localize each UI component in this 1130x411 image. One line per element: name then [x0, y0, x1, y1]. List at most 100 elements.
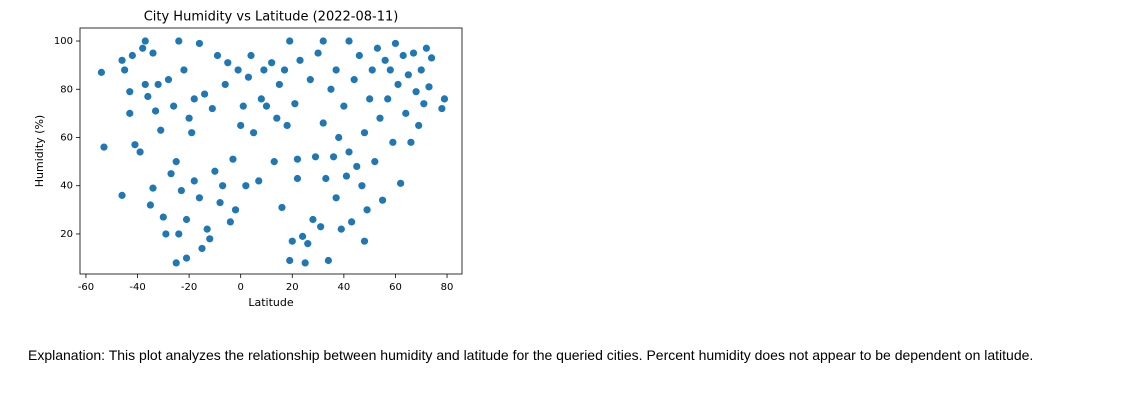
chart-title: City Humidity vs Latitude (2022-08-11)	[144, 10, 399, 25]
point	[286, 256, 294, 265]
point	[422, 44, 431, 52]
point	[409, 49, 418, 57]
point	[128, 51, 136, 60]
point	[234, 66, 242, 74]
point	[440, 95, 449, 103]
point	[182, 215, 191, 224]
point	[425, 83, 433, 91]
point	[350, 76, 358, 84]
point	[322, 174, 330, 183]
point	[164, 76, 173, 84]
point	[329, 153, 338, 161]
point	[244, 73, 253, 81]
point	[345, 37, 353, 45]
point	[175, 37, 183, 45]
point	[288, 237, 296, 245]
point	[229, 155, 237, 163]
point	[195, 39, 204, 48]
point	[203, 225, 211, 233]
point	[260, 66, 268, 74]
point	[208, 104, 216, 113]
point	[144, 92, 152, 101]
point	[154, 80, 162, 89]
point	[332, 194, 340, 202]
point	[182, 254, 191, 262]
point	[291, 100, 299, 108]
point	[219, 182, 227, 190]
chart: City Humidity vs Latitude (2022-08-11) L…	[33, 10, 463, 309]
point	[337, 225, 345, 233]
point	[415, 121, 423, 130]
point	[242, 182, 250, 190]
point	[141, 80, 149, 89]
point	[340, 102, 348, 110]
point	[149, 49, 157, 57]
point	[296, 56, 304, 64]
point	[397, 179, 405, 187]
point	[381, 56, 389, 64]
point	[420, 100, 428, 108]
point	[402, 109, 410, 117]
point	[376, 114, 384, 122]
point	[293, 174, 302, 183]
x-tick-label: -60	[78, 282, 94, 293]
point	[306, 76, 314, 84]
point	[149, 184, 157, 192]
point	[319, 119, 327, 127]
point	[195, 194, 204, 202]
x-tick-label: 80	[441, 282, 454, 293]
point	[373, 44, 381, 52]
point	[278, 203, 286, 212]
point	[268, 59, 276, 67]
point	[146, 201, 155, 209]
point	[394, 80, 402, 89]
point	[427, 54, 436, 62]
point	[311, 153, 320, 161]
point	[216, 199, 224, 207]
point	[211, 167, 219, 175]
point	[355, 51, 363, 60]
point	[157, 126, 165, 134]
point	[342, 172, 351, 180]
point	[97, 68, 106, 76]
point	[247, 51, 255, 60]
point	[371, 158, 379, 166]
point	[118, 56, 126, 64]
point	[175, 230, 183, 238]
y-tick-label: 60	[60, 132, 73, 143]
point	[172, 158, 180, 166]
point	[280, 66, 289, 74]
point	[384, 95, 392, 103]
point	[136, 148, 144, 156]
point	[309, 215, 317, 224]
point	[389, 138, 397, 146]
x-tick-label: 60	[389, 282, 402, 293]
point	[170, 102, 178, 110]
point	[327, 85, 335, 93]
point	[314, 49, 322, 57]
point	[332, 66, 340, 74]
point	[262, 102, 271, 110]
point	[185, 114, 193, 122]
point	[293, 155, 302, 163]
point	[298, 232, 307, 240]
point	[404, 71, 412, 79]
point	[391, 39, 400, 48]
point	[386, 66, 394, 74]
point	[226, 218, 234, 226]
point	[407, 138, 415, 146]
point	[317, 223, 325, 231]
point	[177, 186, 185, 195]
point	[360, 129, 369, 137]
point	[180, 66, 188, 74]
x-tick-label: -40	[129, 282, 145, 293]
point	[188, 129, 196, 137]
point	[224, 59, 232, 67]
point	[348, 218, 356, 226]
point	[190, 95, 198, 103]
point	[221, 80, 229, 89]
point	[200, 90, 209, 98]
point	[301, 259, 309, 267]
point	[286, 37, 294, 45]
